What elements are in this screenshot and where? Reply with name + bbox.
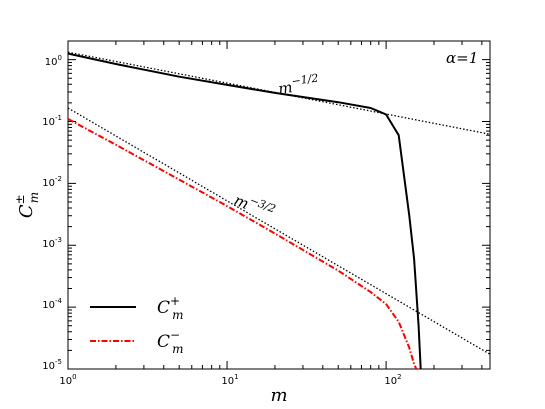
y-tick-label: 100 (45, 54, 62, 68)
y-tick-label: 10-2 (42, 175, 62, 189)
x-tick-label: 100 (59, 373, 76, 387)
alpha-annotation: α=1 (446, 49, 478, 67)
y-tick-label: 10-1 (42, 114, 62, 128)
reference-line (68, 107, 490, 355)
x-tick-label: 102 (384, 373, 401, 387)
svg-text:m−3/2: m−3/2 (232, 188, 278, 223)
legend-label-plus: C+ m (157, 294, 183, 322)
slope-half-annotation: m−1/2 (277, 71, 321, 98)
plot-area (67, 40, 491, 370)
y-axis-label: C±m (13, 192, 41, 218)
legend: C+ m C− m (90, 294, 183, 356)
svg-text:C±m: C±m (13, 192, 41, 218)
x-axis-label: m (270, 385, 287, 406)
series-c-minus-line (68, 118, 418, 369)
y-tick-label: 10-3 (42, 236, 62, 250)
ticks (67, 40, 490, 370)
legend-label-minus: C− m (157, 328, 183, 356)
series-c-plus-line (68, 52, 422, 369)
y-tick-label: 10-5 (42, 358, 62, 372)
svg-text:m−1/2: m−1/2 (277, 71, 321, 98)
slope-three-halves-annotation: m−3/2 (232, 188, 278, 223)
y-tick-label: 10-4 (42, 297, 62, 311)
x-tick-label: 101 (221, 373, 238, 387)
series-lines (68, 52, 422, 369)
